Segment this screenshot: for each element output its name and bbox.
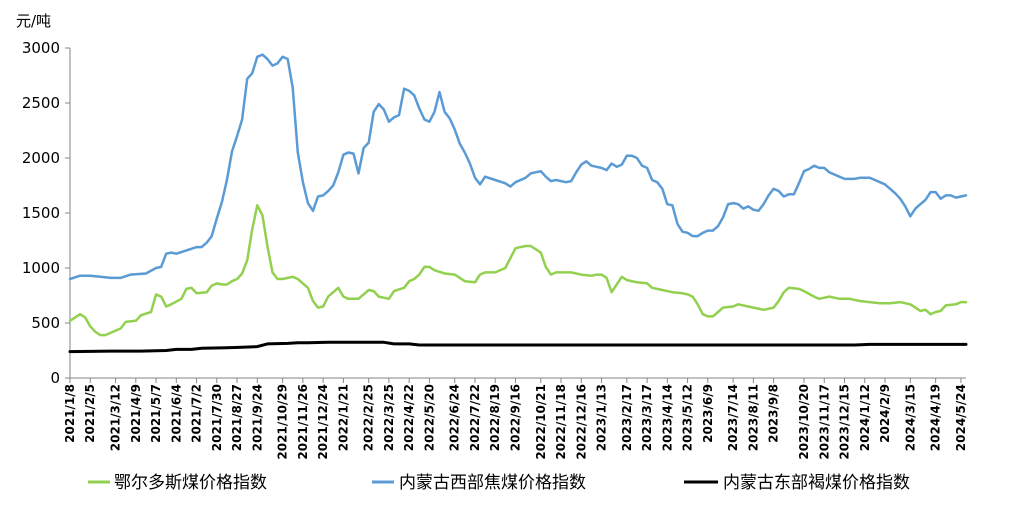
x-tick-label: 2022/6/24 xyxy=(448,384,462,451)
x-tick-label: 2021/9/24 xyxy=(250,384,264,451)
x-tick-label: 2023/4/14 xyxy=(660,384,674,451)
x-tick-label: 2021/3/12 xyxy=(109,384,123,451)
x-tick-label: 2022/5/20 xyxy=(422,384,436,451)
x-tick-label: 2024/5/24 xyxy=(954,384,968,451)
x-tick-label: 2021/7/2 xyxy=(190,384,204,443)
y-axis-unit-label: 元/吨 xyxy=(16,12,51,30)
x-tick-label: 2023/1/13 xyxy=(595,384,609,451)
x-tick-label: 2023/7/14 xyxy=(726,384,740,451)
x-tick-label: 2024/2/9 xyxy=(878,384,892,443)
x-tick-label: 2022/11/18 xyxy=(554,384,568,460)
x-tick-label: 2022/12/16 xyxy=(574,384,588,460)
x-tick-label: 2022/8/19 xyxy=(488,384,502,451)
series-line-east-lignite xyxy=(68,340,968,354)
y-tick-label: 3000 xyxy=(22,39,60,57)
x-axis: 2021/1/8 2021/2/5 2021/3/12 2021/4/9 2021/5/… xyxy=(63,377,968,460)
x-tick-label: 2021/11/26 xyxy=(296,384,310,460)
x-tick-label: 2023/5/12 xyxy=(681,384,695,451)
x-tick-label: 2022/1/21 xyxy=(336,384,350,451)
series-line-ordos xyxy=(68,204,968,337)
x-tick-label: 2021/5/7 xyxy=(149,384,163,443)
legend-label-ordos: 鄂尔多斯煤价格指数 xyxy=(114,473,267,493)
x-tick-label: 2023/3/17 xyxy=(640,384,654,451)
x-tick-label: 2024/3/15 xyxy=(903,384,917,451)
x-tick-label: 2023/6/9 xyxy=(701,384,715,443)
legend-label-west-coking: 内蒙古西部焦煤价格指数 xyxy=(399,473,586,493)
x-tick-label: 2023/11/17 xyxy=(817,384,831,460)
x-tick-label: 2021/12/24 xyxy=(316,384,330,460)
legend-item-ordos: 鄂尔多斯煤价格指数 xyxy=(88,473,267,493)
x-tick-label: 2022/7/22 xyxy=(468,384,482,451)
y-tick-label: 0 xyxy=(50,369,60,387)
x-tick-label: 2021/2/5 xyxy=(83,384,97,443)
x-tick-label: 2022/9/16 xyxy=(508,384,522,451)
series-line-west-coking xyxy=(68,53,968,281)
x-tick-label: 2023/9/8 xyxy=(767,384,781,443)
y-tick-label: 500 xyxy=(31,314,60,332)
legend: 鄂尔多斯煤价格指数 内蒙古西部焦煤价格指数 内蒙古东部褐煤价格指数 xyxy=(88,473,910,493)
legend-label-east-lignite: 内蒙古东部褐煤价格指数 xyxy=(723,473,910,493)
x-tick-label: 2023/10/20 xyxy=(797,384,811,460)
x-tick-label: 2024/4/19 xyxy=(929,384,943,451)
x-tick-label: 2021/1/8 xyxy=(63,384,77,443)
y-tick-label: 2500 xyxy=(22,94,60,112)
x-tick-label: 2021/8/27 xyxy=(230,384,244,451)
x-tick-label: 2022/4/22 xyxy=(402,384,416,451)
x-tick-label: 2021/7/30 xyxy=(210,384,224,451)
series-layer xyxy=(68,53,968,354)
y-axis: 0 500 1000 1500 2000 2500 3000 xyxy=(22,39,71,387)
x-tick-label: 2022/10/21 xyxy=(534,384,548,460)
x-tick-label: 2021/6/4 xyxy=(169,384,183,443)
x-tick-label: 2023/8/11 xyxy=(746,384,760,451)
x-tick-label: 2024/1/12 xyxy=(858,384,872,451)
x-tick-label: 2022/3/25 xyxy=(382,384,396,451)
x-tick-label: 2023/12/15 xyxy=(838,384,852,460)
legend-item-east-lignite: 内蒙古东部褐煤价格指数 xyxy=(684,473,910,493)
x-tick-label: 2022/2/25 xyxy=(362,384,376,451)
y-tick-label: 2000 xyxy=(22,149,60,167)
x-tick-label: 2021/4/9 xyxy=(129,384,143,443)
y-tick-label: 1500 xyxy=(22,204,60,222)
x-tick-label: 2023/2/17 xyxy=(620,384,634,451)
x-tick-label: 2021/10/29 xyxy=(276,384,290,460)
y-tick-label: 1000 xyxy=(22,259,60,277)
legend-item-west-coking: 内蒙古西部焦煤价格指数 xyxy=(372,473,586,493)
